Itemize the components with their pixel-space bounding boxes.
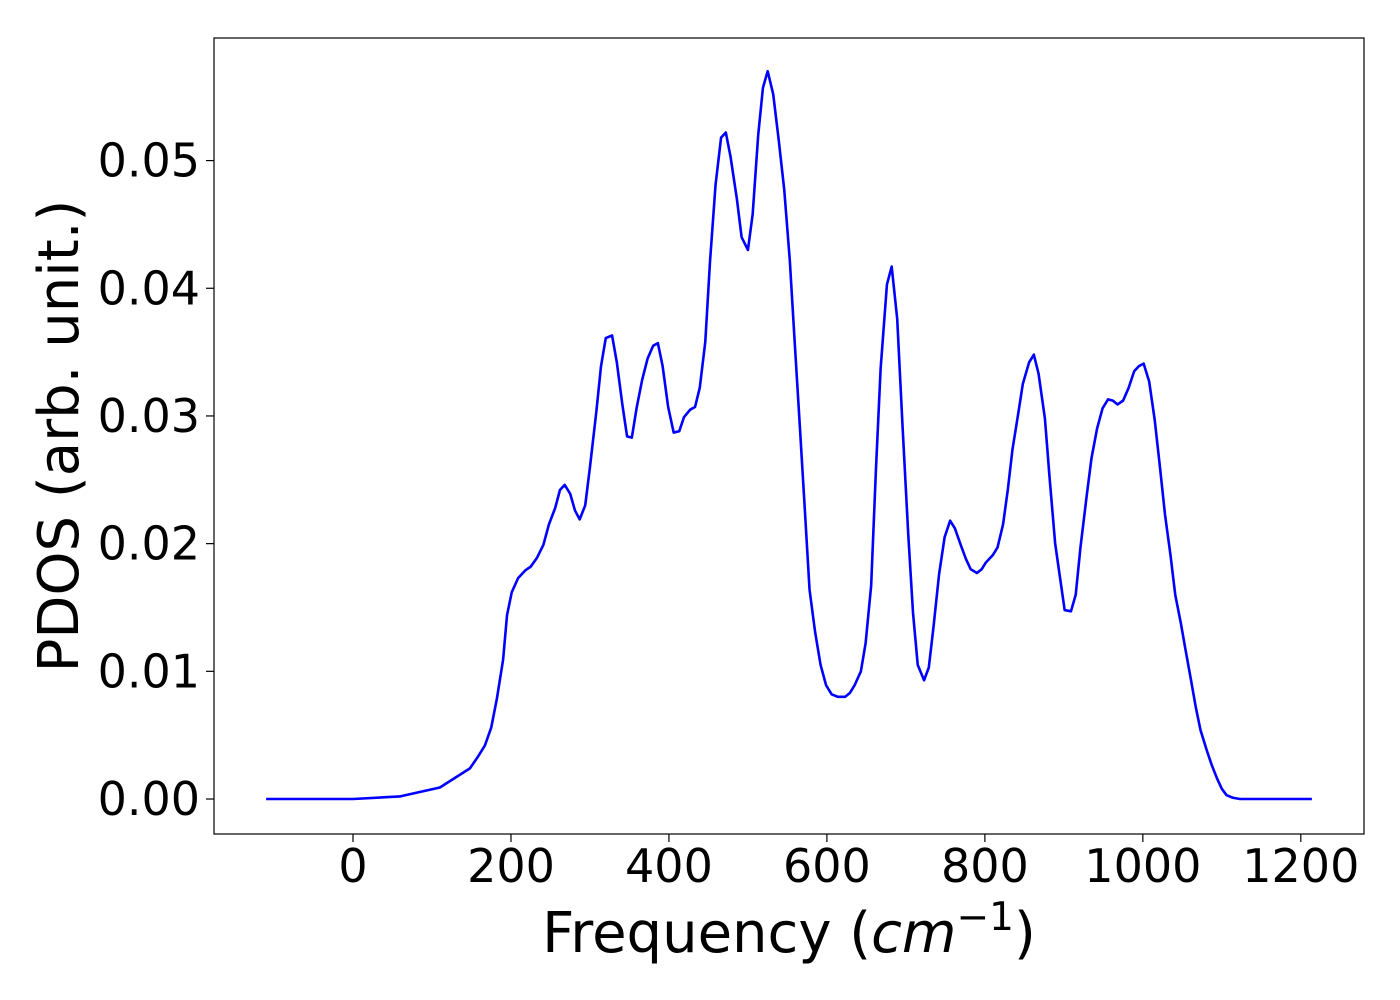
x-label-exponent: −1 xyxy=(956,895,1014,940)
y-tick-label: 0.03 xyxy=(98,389,200,443)
x-label-unit: cm xyxy=(871,901,956,966)
y-tick-label: 0.01 xyxy=(98,644,200,698)
x-tick-label: 400 xyxy=(625,839,713,893)
y-tick-label: 0.02 xyxy=(98,517,200,571)
x-tick-label: 1000 xyxy=(1084,839,1201,893)
y-tick-label: 0.00 xyxy=(98,772,200,826)
x-label-part: Frequency ( xyxy=(542,901,871,966)
x-tick-label: 200 xyxy=(467,839,555,893)
x-label-part: ) xyxy=(1014,901,1036,966)
y-tick-label: 0.04 xyxy=(98,261,200,315)
x-tick-label: 800 xyxy=(941,839,1029,893)
x-tick-label: 0 xyxy=(338,839,367,893)
x-tick-label: 1200 xyxy=(1242,839,1359,893)
x-tick-label: 600 xyxy=(783,839,871,893)
y-axis-label: PDOS (arb. unit.) xyxy=(27,200,92,673)
x-axis-label: Frequency (cm−1) xyxy=(542,895,1036,966)
y-tick-label: 0.05 xyxy=(98,134,200,188)
data-line xyxy=(266,69,1312,801)
plot-frame xyxy=(213,37,1365,835)
